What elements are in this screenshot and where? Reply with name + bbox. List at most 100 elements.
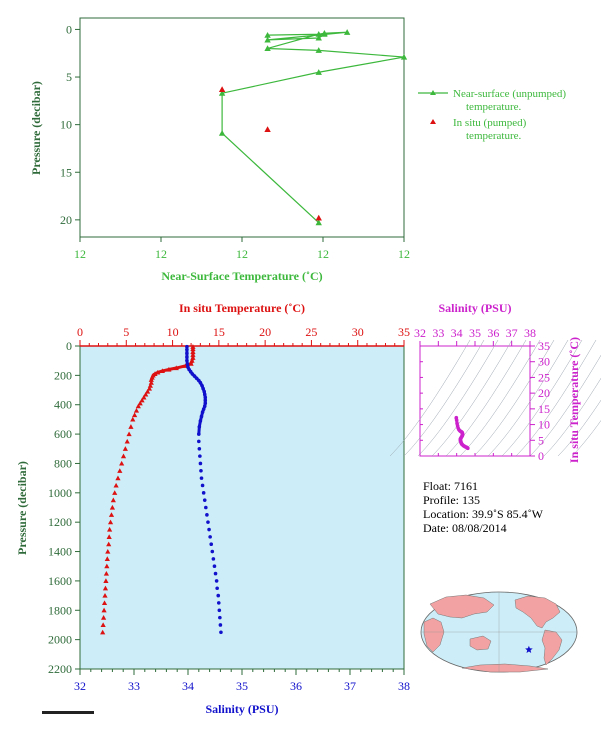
legend-green-label: Near-surface (unpumped) xyxy=(453,88,566,100)
temperature-point xyxy=(107,526,113,532)
temperature-point xyxy=(117,468,123,473)
temperature-point xyxy=(113,482,119,488)
salinity-point xyxy=(185,351,189,356)
profile-temperature-ticks: 0 5 10 15 20 25 30 35 xyxy=(77,325,410,347)
ts-temperature-tick-label: 35 xyxy=(538,339,550,353)
salinity-point xyxy=(199,414,204,419)
near-surface-point xyxy=(343,29,351,35)
in-situ-point xyxy=(315,214,322,221)
temperature-point xyxy=(126,431,132,437)
ts-salinity-tick-label: 32 xyxy=(414,326,426,340)
ts-density-contours xyxy=(389,339,601,457)
temperature-point xyxy=(102,592,108,598)
temperature-point xyxy=(135,403,141,409)
salinity-point xyxy=(201,386,205,391)
ts-density-contour xyxy=(487,339,569,457)
ts-temperature-axis-label: In situ Temperature (˚C) xyxy=(567,337,581,463)
temperature-point xyxy=(101,600,108,606)
temperature-point xyxy=(144,388,151,394)
temperature-point xyxy=(102,585,109,591)
temperature-point xyxy=(101,615,107,620)
temperature-tick-label: 10 xyxy=(167,325,179,339)
salinity-point xyxy=(203,398,208,403)
profile-y-tick-label: 1000 xyxy=(48,486,72,500)
world-location-map xyxy=(420,591,578,673)
temperature-point xyxy=(190,352,196,357)
profile-y-tick-label: 1400 xyxy=(48,545,72,559)
temperature-point xyxy=(128,424,134,429)
temperature-point xyxy=(106,534,112,539)
salinity-point xyxy=(190,372,195,376)
salinity-point xyxy=(194,376,199,381)
salinity-point xyxy=(197,424,202,429)
ts-series xyxy=(454,415,470,451)
temperature-point xyxy=(104,563,110,569)
temperature-tick-label: 20 xyxy=(259,325,271,339)
salinity-point xyxy=(205,513,209,517)
ns-y-tick-label: 10 xyxy=(60,118,72,132)
salinity-series xyxy=(185,344,223,635)
salinity-point xyxy=(217,608,222,613)
temperature-point xyxy=(103,570,109,576)
salinity-point xyxy=(206,520,210,524)
ts-density-contour xyxy=(389,339,471,457)
temperature-point xyxy=(139,397,145,403)
temperature-point xyxy=(122,446,128,451)
near-surface-y-axis-label: Pressure (decibar) xyxy=(29,81,43,175)
profile-y-tick-label: 1200 xyxy=(48,515,72,529)
profile-y-tick-label: 800 xyxy=(54,456,72,470)
ts-density-contour xyxy=(543,377,601,457)
salinity-point xyxy=(185,362,190,367)
salinity-point xyxy=(201,407,206,411)
near-surface-x-axis-label: Near-Surface Temperature (˚C) xyxy=(161,269,322,283)
salinity-point xyxy=(202,389,206,394)
salinity-point xyxy=(197,446,202,451)
ts-density-contour xyxy=(529,354,601,457)
in-situ-point xyxy=(264,126,271,132)
ns-x-tick-label: 12 xyxy=(74,247,86,261)
salinity-point xyxy=(198,380,203,385)
profile-y-tick-label: 0 xyxy=(66,339,72,353)
near-surface-point xyxy=(321,30,328,36)
legend-red-label: In situ (pumped) xyxy=(453,117,527,129)
temperature-point xyxy=(108,512,115,517)
temperature-point xyxy=(143,391,149,397)
ns-x-tick-label: 12 xyxy=(155,247,167,261)
salinity-point xyxy=(215,586,219,591)
salinity-point xyxy=(218,623,223,627)
temperature-tick-label: 15 xyxy=(213,325,225,339)
near-surface-panel: 0 5 10 15 20 12 12 12 12 12 Pressure (decibar) N… xyxy=(29,17,566,283)
salinity-point xyxy=(202,404,207,408)
salinity-point xyxy=(214,579,219,583)
temperature-point xyxy=(166,366,172,372)
map-australia xyxy=(469,635,492,651)
salinity-tick-label: 35 xyxy=(236,679,248,693)
float-id: Float: 7161 xyxy=(423,479,478,493)
ts-density-contour xyxy=(515,339,597,457)
ts-density-contour xyxy=(445,339,527,457)
legend-green-label-line1: Near-surface (unpumped) xyxy=(453,88,566,100)
ns-y-tick-label: 5 xyxy=(66,70,72,84)
salinity-point xyxy=(202,392,207,397)
temperature-point xyxy=(101,607,107,613)
salinity-point xyxy=(200,410,205,414)
ns-x-tick-label: 12 xyxy=(236,247,248,261)
profile-temperature-axis-label: In situ Temperature (˚C) xyxy=(179,301,305,315)
ts-density-contour xyxy=(403,339,485,457)
salinity-point xyxy=(202,498,207,502)
near-surface-point xyxy=(264,36,271,43)
legend-green-triangle-marker xyxy=(430,90,436,95)
salinity-tick-label: 32 xyxy=(74,679,86,693)
temperature-point xyxy=(104,556,110,561)
salinity-point xyxy=(204,505,208,510)
temperature-tick-label: 0 xyxy=(77,325,83,339)
temperature-point xyxy=(132,412,138,418)
salinity-point xyxy=(216,601,221,605)
temperature-point xyxy=(159,368,165,374)
temperature-series xyxy=(100,344,196,635)
temperature-point xyxy=(109,504,115,510)
map-africa xyxy=(423,617,445,653)
profile-date: Date: 08/08/2014 xyxy=(423,521,507,535)
ts-salinity-tick-label: 36 xyxy=(487,326,499,340)
ns-y-tick-label: 0 xyxy=(66,22,72,36)
